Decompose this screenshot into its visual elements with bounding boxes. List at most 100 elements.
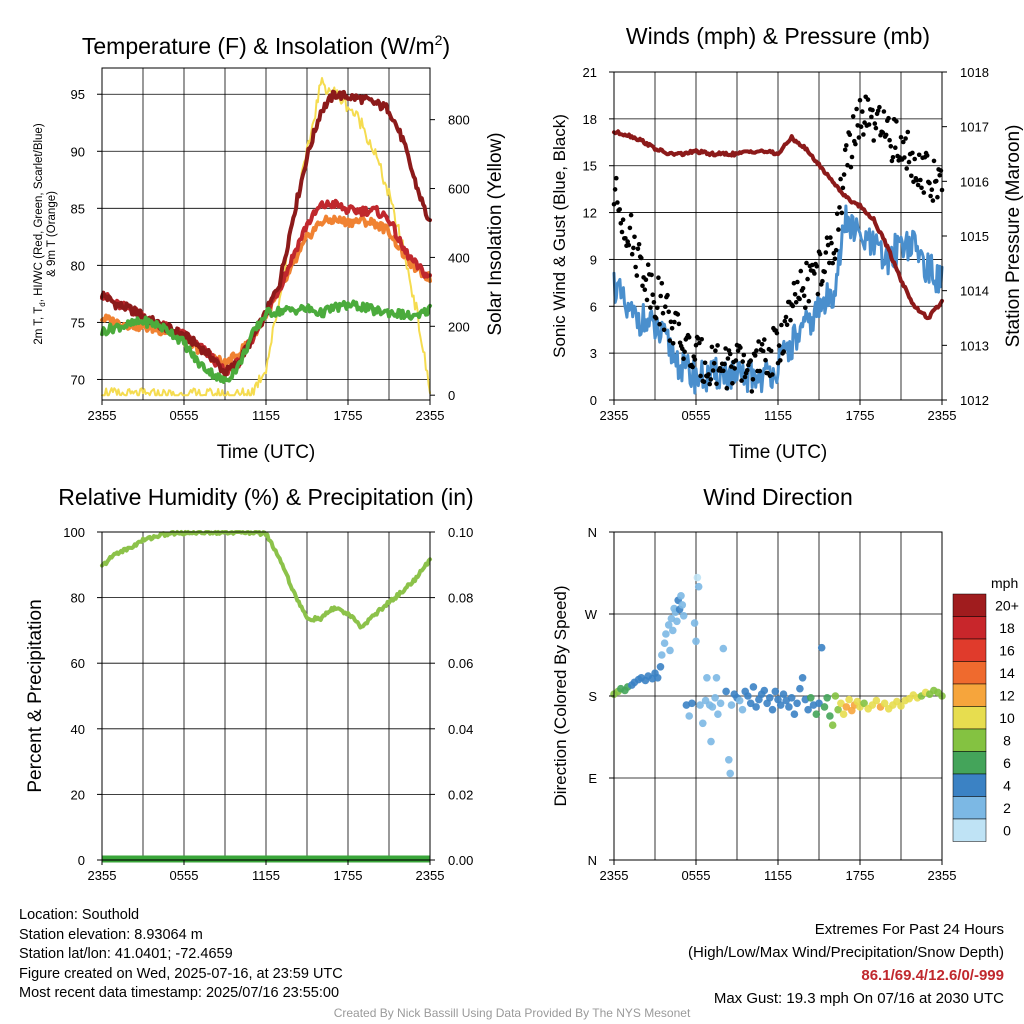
direction-point <box>766 694 774 702</box>
direction-point <box>790 710 799 718</box>
gust-point <box>623 236 628 241</box>
pressure-y-tick-label: 1013 <box>960 338 989 353</box>
gust-point <box>760 348 766 354</box>
gust-point <box>757 368 763 374</box>
direction-point <box>703 674 711 682</box>
gust-point <box>937 173 942 178</box>
winds-x-label: Time (UTC) <box>729 442 828 463</box>
gust-point <box>866 122 872 127</box>
wind-direction-panel: Wind Direction 2355 0555 1155 1755 2355NESWN… <box>551 484 1019 883</box>
gust-point <box>715 343 720 348</box>
direction-point <box>660 639 669 647</box>
gust-point <box>661 327 667 333</box>
gust-point <box>871 138 876 143</box>
direction-point <box>662 630 670 638</box>
gust-point <box>886 115 891 121</box>
x-tick-label: 1755 <box>846 868 875 883</box>
x-tick-label: 1155 <box>252 868 280 883</box>
gust-point <box>626 242 632 248</box>
humidity-y-label: Percent & Precipitation <box>25 599 46 792</box>
gust-point <box>906 159 912 165</box>
insolation-y-tick-label: 0 <box>448 388 455 403</box>
gust-point <box>740 359 745 364</box>
gust-point <box>823 250 829 255</box>
gust-point <box>625 239 630 244</box>
gust-point <box>840 185 846 191</box>
legend-label: 12 <box>999 687 1015 703</box>
direction-point <box>845 695 853 704</box>
gust-point <box>655 305 660 311</box>
gust-point <box>670 341 676 346</box>
winds-series <box>611 94 945 395</box>
legend-label: 4 <box>1003 777 1011 793</box>
gust-point <box>881 109 887 114</box>
gust-point <box>658 293 663 299</box>
station-elevation: Station elevation: 8.93064 m <box>19 926 203 943</box>
gust-point <box>702 360 708 366</box>
direction-point <box>694 582 703 591</box>
gust-point <box>659 281 665 286</box>
direction-point <box>776 701 785 709</box>
gust-point <box>634 273 640 278</box>
gust-point <box>750 377 756 382</box>
gust-point <box>651 300 657 305</box>
gust-point <box>633 264 638 270</box>
gust-point <box>841 172 847 177</box>
legend-label: 20+ <box>995 597 1019 613</box>
gust-point <box>778 358 783 363</box>
gust-point <box>721 368 726 374</box>
gust-point <box>649 272 654 278</box>
temperature-line-td <box>100 299 432 384</box>
gust-point <box>875 108 881 114</box>
direction-point <box>897 702 905 710</box>
precip-y-tick-label: 0.00 <box>448 853 473 868</box>
direction-point <box>744 692 752 700</box>
direction-y-tick-label: W <box>585 607 598 622</box>
gust-point <box>745 368 750 373</box>
gust-point <box>815 291 821 297</box>
legend-swatch <box>952 796 987 820</box>
gust-point <box>710 368 716 373</box>
gust-point <box>828 235 833 240</box>
direction-point <box>823 694 831 702</box>
x-tick-label: 1155 <box>764 868 792 883</box>
humidity-y-tick-label: 100 <box>63 525 85 540</box>
gust-point <box>935 194 940 200</box>
gust-point <box>749 389 755 394</box>
direction-point <box>760 686 769 695</box>
gust-point <box>837 205 842 210</box>
x-tick-label: 1155 <box>252 408 280 423</box>
gust-point <box>669 326 675 331</box>
svg-text:2m T, Td, HI/WC (Red, Green, S: 2m T, Td, HI/WC (Red, Green, Scarlet/Blu… <box>33 123 47 344</box>
gust-point <box>838 176 843 182</box>
direction-point <box>839 710 848 718</box>
gust-point <box>697 340 702 346</box>
direction-point <box>796 684 804 693</box>
wind-speed-y-tick-label: 15 <box>583 159 597 174</box>
station-latlon: Station lat/lon: 41.0401; -72.4659 <box>19 946 233 962</box>
gust-point <box>901 139 906 145</box>
gust-point <box>931 158 937 164</box>
gust-point <box>918 177 923 183</box>
gust-point <box>797 296 802 302</box>
gust-point <box>663 304 668 310</box>
gust-point <box>817 251 823 257</box>
x-tick-label: 2355 <box>600 408 629 423</box>
x-tick-label: 1755 <box>846 408 875 423</box>
temperature-y-tick-label: 90 <box>71 144 85 159</box>
gust-point <box>645 262 651 268</box>
gust-point <box>644 297 650 303</box>
gust-point <box>620 217 626 222</box>
x-tick-label: 0555 <box>170 868 199 883</box>
temperature-title: Temperature (F) & Insolation (W/m2) <box>82 32 450 59</box>
x-tick-label: 2355 <box>416 408 445 423</box>
humidity-y-tick-label: 0 <box>78 853 85 868</box>
direction-point <box>690 619 699 627</box>
gust-point <box>636 242 642 247</box>
gust-point <box>752 353 758 358</box>
gust-point <box>648 305 653 310</box>
humidity-panel: Relative Humidity (%) & Precipitation (i… <box>25 484 474 883</box>
legend-swatch <box>952 683 987 707</box>
humidity-y-tick-label: 40 <box>71 722 85 737</box>
direction-point <box>807 694 815 702</box>
